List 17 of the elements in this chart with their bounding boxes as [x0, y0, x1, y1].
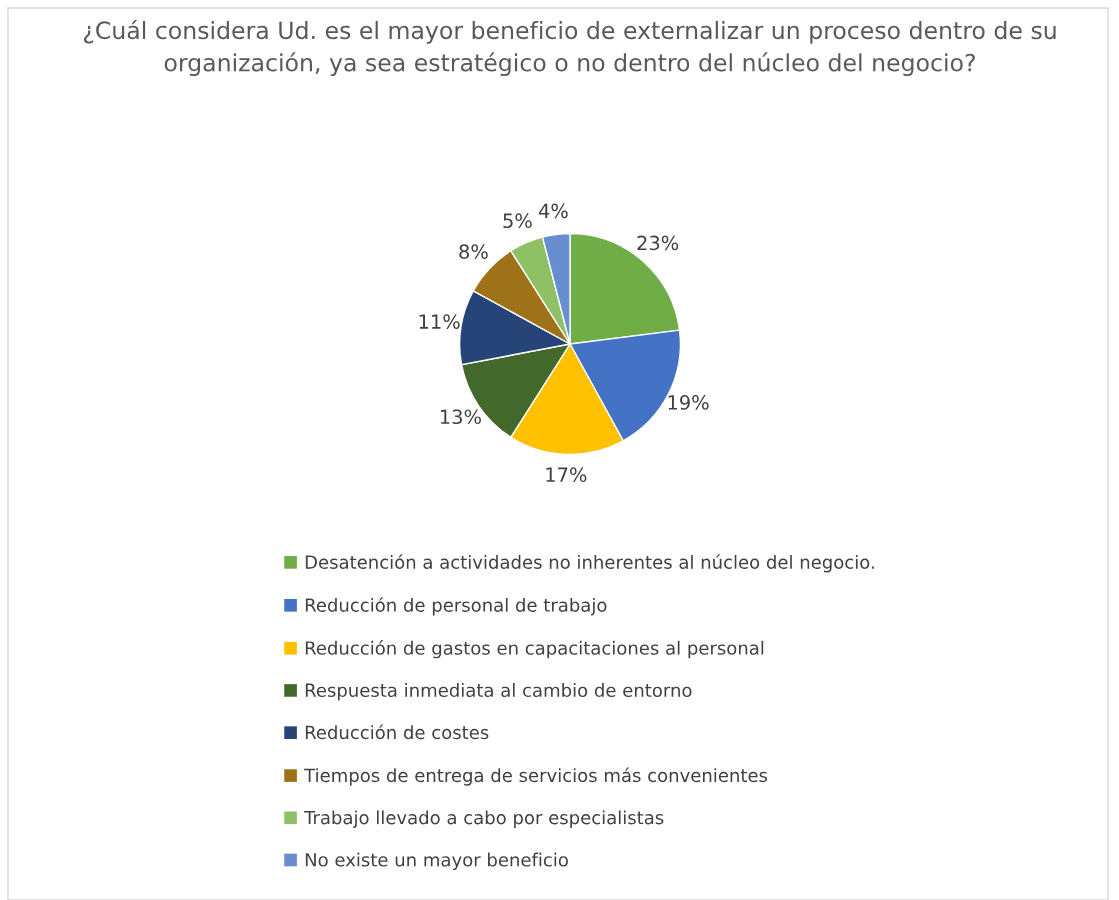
legend-label: No existe un mayor beneficio: [305, 852, 568, 871]
legend-label: Respuesta inmediata al cambio de entorno: [305, 683, 692, 701]
data-label: 19%: [668, 395, 709, 410]
data-label: 17%: [546, 467, 587, 483]
data-label: 5%: [503, 213, 532, 229]
legend-label: Desatención a actividades no inherentes al núcleo del negocio.: [305, 554, 874, 573]
data-label: 13%: [440, 409, 481, 425]
data-label: 23%: [637, 235, 679, 251]
legend-label: Trabajo llevado a cabo por especialistas: [304, 810, 664, 828]
data-label: 11%: [419, 314, 460, 329]
legend-label: Reducción de gastos en capacitaciones al personal: [305, 640, 764, 659]
legend-label: Tiempos de entrega de servicios más convenientes: [304, 767, 768, 786]
legend-label: Reducción de costes: [305, 724, 489, 740]
data-label: 8%: [459, 244, 488, 259]
legend-label: Reducción de personal de trabajo: [305, 597, 607, 616]
data-label: 4%: [538, 203, 568, 219]
chart-title: ¿Cuál considera Ud. es el mayor beneficio de externalizar un proceso dentro de su organización, ya sea estratégico o no dentro del núcleo del negocio?: [83, 20, 1056, 77]
